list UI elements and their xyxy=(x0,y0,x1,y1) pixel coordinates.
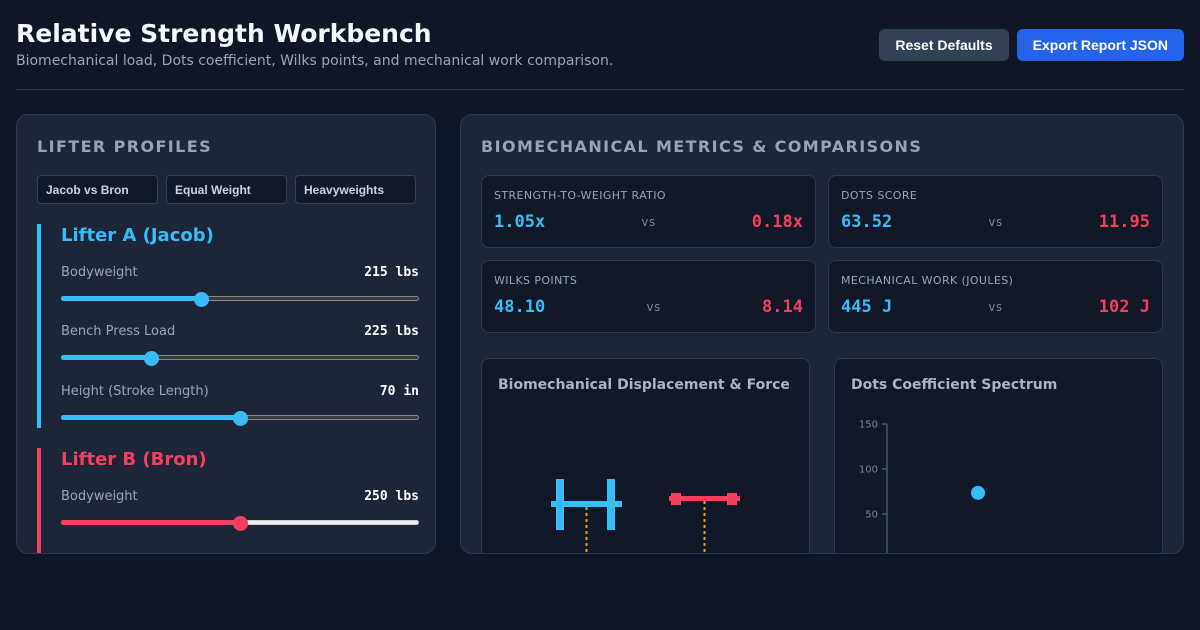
lifter-b-section: Lifter B (Bron) Bodyweight 250 lbs xyxy=(37,448,419,553)
slider-fill xyxy=(61,415,240,420)
barbell-bar xyxy=(669,496,740,501)
field-value: 70 in xyxy=(379,383,419,399)
field-label: Height (Stroke Length) xyxy=(61,383,209,399)
vs-label: vs xyxy=(641,215,656,229)
header-actions: Reset Defaults Export Report JSON xyxy=(879,29,1184,61)
lifter-profiles-panel: LIFTER PROFILES Jacob vs Bron Equal Weig… xyxy=(16,114,436,554)
preset-equal-weight-button[interactable]: Equal Weight xyxy=(166,175,287,204)
lifter-a-name: Lifter A (Jacob) xyxy=(61,225,214,246)
metric-label: MECHANICAL WORK (JOULES) xyxy=(841,274,1014,287)
slider-fill xyxy=(61,296,201,301)
slider-fill xyxy=(61,355,151,360)
vs-label: vs xyxy=(988,215,1003,229)
lifter-a-section: Lifter A (Jacob) Bodyweight 215 lbs Benc… xyxy=(37,224,419,428)
lifter-b-bodyweight-slider[interactable] xyxy=(61,516,419,531)
lifter-a-bench-load-slider[interactable] xyxy=(61,351,419,366)
page-title: Relative Strength Workbench xyxy=(16,19,432,48)
lifter-a-height-slider[interactable] xyxy=(61,411,419,426)
lifter-a-height-field: Height (Stroke Length) 70 in xyxy=(61,383,419,426)
lifter-b-value: 0.18x xyxy=(751,212,803,232)
lifter-a-dots-point[interactable] xyxy=(971,485,985,500)
vs-label: vs xyxy=(988,300,1003,314)
reset-defaults-button[interactable]: Reset Defaults xyxy=(879,29,1009,61)
field-value: 250 lbs xyxy=(364,488,419,504)
lifter-b-value: 8.14 xyxy=(762,297,803,317)
lifter-a-barbell-icon xyxy=(551,479,622,553)
slider-thumb[interactable] xyxy=(193,292,209,307)
displacement-chart-card: Biomechanical Displacement & Force xyxy=(481,358,810,553)
y-tick-label: 150 xyxy=(859,420,878,431)
field-label: Bodyweight xyxy=(61,488,138,504)
lifter-a-value: 63.52 xyxy=(841,212,893,232)
y-tick-label: 50 xyxy=(865,510,878,521)
field-label: Bodyweight xyxy=(61,264,138,280)
dots-spectrum-chart-card: Dots Coefficient Spectrum 150 100 50 xyxy=(834,358,1163,553)
barbell-bar xyxy=(551,501,622,507)
lifter-b-value: 102 J xyxy=(1098,297,1150,317)
lifter-b-name: Lifter B (Bron) xyxy=(61,449,207,470)
lifter-a-value: 445 J xyxy=(841,297,893,317)
preset-buttons: Jacob vs Bron Equal Weight Heavyweights xyxy=(37,175,416,204)
wilks-points-card: WILKS POINTS 48.10 vs 8.14 xyxy=(481,260,816,333)
metric-label: DOTS SCORE xyxy=(841,189,918,202)
slider-thumb[interactable] xyxy=(233,516,248,531)
lifter-b-value: 11.95 xyxy=(1098,212,1150,232)
field-value: 215 lbs xyxy=(364,264,419,280)
export-report-button[interactable]: Export Report JSON xyxy=(1016,29,1184,61)
slider-thumb[interactable] xyxy=(233,411,248,426)
lifter-a-value: 1.05x xyxy=(494,212,546,232)
dots-score-card: DOTS SCORE 63.52 vs 11.95 xyxy=(828,175,1163,248)
field-label: Bench Press Load xyxy=(61,323,176,339)
strength-ratio-card: STRENGTH-TO-WEIGHT RATIO 1.05x vs 0.18x xyxy=(481,175,816,248)
displacement-diagram xyxy=(551,479,740,553)
mechanical-work-card: MECHANICAL WORK (JOULES) 445 J vs 102 J xyxy=(828,260,1163,333)
slider-fill xyxy=(61,520,240,525)
vs-label: vs xyxy=(646,300,661,314)
lifter-a-bodyweight-field: Bodyweight 215 lbs xyxy=(61,264,419,307)
lifter-b-barbell-icon xyxy=(669,493,740,553)
metrics-panel: BIOMECHANICAL METRICS & COMPARISONS STRE… xyxy=(460,114,1184,554)
lifter-profiles-heading: LIFTER PROFILES xyxy=(37,137,212,156)
lifter-a-bench-load-field: Bench Press Load 225 lbs xyxy=(61,323,419,366)
lifter-b-bodyweight-field: Bodyweight 250 lbs xyxy=(61,488,419,531)
dots-spectrum-chart-title: Dots Coefficient Spectrum xyxy=(851,377,1058,393)
metric-label: STRENGTH-TO-WEIGHT RATIO xyxy=(494,189,666,202)
y-tick-label: 100 xyxy=(859,465,878,476)
metric-label: WILKS POINTS xyxy=(494,274,578,287)
lifter-a-bodyweight-slider[interactable] xyxy=(61,292,419,307)
dots-spectrum-chart: 150 100 50 xyxy=(859,420,985,553)
field-value: 225 lbs xyxy=(364,323,419,339)
metrics-heading: BIOMECHANICAL METRICS & COMPARISONS xyxy=(481,137,923,156)
preset-heavyweights-button[interactable]: Heavyweights xyxy=(295,175,416,204)
page-header: Relative Strength Workbench Biomechanica… xyxy=(16,18,1184,90)
page-subtitle: Biomechanical load, Dots coefficient, Wi… xyxy=(16,53,614,69)
preset-jacob-vs-bron-button[interactable]: Jacob vs Bron xyxy=(37,175,158,204)
slider-thumb[interactable] xyxy=(143,351,159,366)
lifter-a-value: 48.10 xyxy=(494,297,546,317)
displacement-chart-title: Biomechanical Displacement & Force xyxy=(498,377,790,393)
